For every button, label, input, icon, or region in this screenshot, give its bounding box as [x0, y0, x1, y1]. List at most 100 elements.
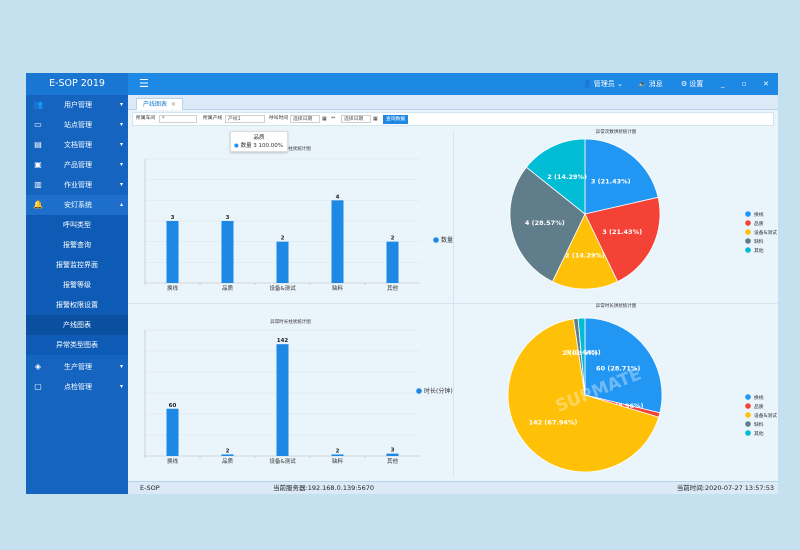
pie-slice-label: 2 (0.96%) — [608, 402, 643, 410]
legend-label: 数量 — [441, 236, 453, 244]
duration-bar-panel: 异常时长柱状统计图 60 换线 2 品质 142 设备&测试 2 缺料 3 其他 时长(分钟) — [128, 304, 453, 481]
sidebar-item-production[interactable]: ◈ 生产管理 ▾ — [26, 357, 128, 377]
status-bar: E-SOP 当前服务器:192.168.0.139:5670 当前时间:2020… — [128, 481, 778, 494]
workshop-select[interactable]: * — [159, 115, 197, 123]
tooltip-title: 品质 — [253, 135, 265, 141]
close-icon[interactable]: × — [171, 101, 177, 108]
bar-其他 — [386, 453, 399, 456]
legend-label: 换线 — [754, 394, 764, 401]
pie-slice-其他 — [525, 138, 586, 215]
footer-server: 当前服务器:192.168.0.139:5670 — [273, 484, 374, 492]
bar-其他 — [386, 241, 399, 283]
legend-dot-icon — [745, 403, 751, 409]
bar-value-label: 142 — [277, 338, 289, 344]
minimize-button[interactable]: _ — [721, 80, 725, 88]
legend-dot-icon — [745, 430, 751, 436]
settings-button[interactable]: ⚙ 设置 — [681, 73, 703, 95]
count-pie-title: 异常次数饼状统计图 — [595, 130, 637, 135]
checklist-icon: ▢ — [34, 382, 42, 391]
messages-label: 消息 — [648, 80, 663, 88]
bar-value-label: 3 — [391, 448, 395, 454]
footer-time: 当前时间:2020-07-27 13:57:53 — [676, 484, 774, 492]
close-button[interactable]: ✕ — [763, 80, 769, 88]
pie-slice-label: 3 (1.44%) — [565, 349, 600, 357]
legend-label: 品质 — [754, 220, 764, 227]
product-icon: ▣ — [34, 160, 42, 169]
sidebar-item-products[interactable]: ▣ 产品管理 ▾ — [26, 155, 128, 175]
sidebar-subitem-label: 报警查询 — [63, 241, 91, 249]
sidebar-subitem-alarm-monitor[interactable]: 报警监控界面 — [26, 255, 128, 275]
query-button[interactable]: 查询数据 — [383, 114, 409, 124]
legend-dot-icon — [745, 220, 751, 226]
legend-label: 缺料 — [754, 238, 764, 245]
end-date-input[interactable]: 选择日期 — [341, 115, 371, 123]
count-pie-chart: 3 (21.43%) 3 (21.43%) 2 (14.29%) 4 (28.57%)… — [509, 138, 777, 290]
legend-label: 缺料 — [754, 421, 764, 428]
sidebar-item-stations[interactable]: ▭ 站点管理 ▾ — [26, 115, 128, 135]
sidebar-subitem-label: 呼叫类型 — [63, 221, 91, 229]
maximize-button[interactable]: ▫ — [742, 80, 747, 88]
sidebar-subitem-exception-chart[interactable]: 异常类型图表 — [26, 335, 128, 355]
line-label: 所属产线 — [203, 116, 223, 121]
start-date-input[interactable]: 选择日期 — [290, 115, 320, 123]
legend-label: 设备&测试 — [754, 229, 777, 236]
filter-bar: 所属车间 * 所属产线 产线1 呼叫时间 选择日期 ▦ ↔ 选择日期 ▦ 查询数… — [132, 112, 774, 126]
app-window: E-SOP 2019 ☰ 👤 管理员 ⌄ 🔈 消息 ⚙ 设置 _ ▫ ✕ 👥 用户管理… — [26, 73, 778, 494]
bar-value-label: 2 — [226, 448, 230, 454]
pie-slice-label: 2 (14.29%) — [565, 251, 605, 259]
footer-app-name: E-SOP — [140, 484, 160, 492]
sidebar-subitem-alarm-query[interactable]: 报警查询 — [26, 235, 128, 255]
bar-设备&测试 — [276, 344, 289, 456]
sidebar-item-users[interactable]: 👥 用户管理 ▾ — [26, 95, 128, 115]
duration-bar-title: 异常时长柱状统计图 — [270, 320, 311, 325]
x-tick-label: 换线 — [167, 284, 179, 292]
chevron-down-icon: ▾ — [119, 101, 123, 108]
sidebar-subitem-call-type[interactable]: 呼叫类型 — [26, 215, 128, 235]
chevron-up-icon: ▴ — [119, 201, 123, 208]
sidebar-subitem-alarm-level[interactable]: 报警等级 — [26, 275, 128, 295]
sidebar-item-documents[interactable]: ▤ 文档管理 ▾ — [26, 135, 128, 155]
tooltip-value: 数量 3 100.00% — [240, 143, 284, 149]
tab-line-chart[interactable]: 产线图表 × — [136, 98, 184, 110]
call-time-label: 呼叫时间 — [269, 116, 289, 121]
tooltip-dot-icon: ● — [234, 143, 239, 149]
x-tick-label: 换线 — [167, 457, 179, 465]
legend-dot-icon — [433, 237, 439, 243]
bar-value-label: 2 — [391, 236, 395, 242]
sidebar-subitem-label: 产线图表 — [63, 321, 91, 329]
sidebar-item-andon[interactable]: 🔔 安灯系统 ▴ — [26, 195, 128, 215]
user-menu[interactable]: 👤 管理员 ⌄ — [583, 73, 623, 95]
sidebar-item-inspection[interactable]: ▢ 点检管理 ▾ — [26, 377, 128, 397]
sidebar-subitem-alarm-permission[interactable]: 报警权限设置 — [26, 295, 128, 315]
chart-tooltip: 品质 ● 数量 3 100.00% — [230, 131, 288, 152]
sidebar-item-tasks[interactable]: ▥ 作业管理 ▾ — [26, 175, 128, 195]
sidebar-subitem-label: 报警权限设置 — [56, 301, 98, 309]
calendar-icon[interactable]: ▦ — [373, 116, 378, 122]
document-icon: ▤ — [34, 140, 42, 149]
divider-vertical — [453, 130, 454, 478]
gear-icon: ⚙ — [681, 80, 688, 88]
speaker-icon: 🔈 — [638, 80, 647, 88]
hamburger-icon[interactable]: ☰ — [139, 77, 149, 90]
main-content: 产线图表 × 所属车间 * 所属产线 产线1 呼叫时间 选择日期 ▦ ↔ 选择日期… — [128, 95, 778, 481]
messages-button[interactable]: 🔈 消息 — [638, 73, 663, 95]
line-select[interactable]: 产线1 — [225, 115, 265, 123]
x-tick-label: 缺料 — [332, 457, 344, 465]
legend-label: 时长(分钟) — [424, 387, 453, 395]
pie-slice-品质 — [584, 196, 661, 283]
count-bar-panel: 异常次数柱状统计图 3 换线 3 品质 2 设备&测试 4 缺料 2 其他 数量 品质 ● 数量 3… — [128, 130, 453, 303]
sidebar-subitem-line-chart[interactable]: 产线图表 — [26, 315, 128, 335]
pie-slice-label: 142 (67.94%) — [529, 419, 578, 427]
legend-dot-icon — [745, 394, 751, 400]
chevron-down-icon: ▾ — [119, 181, 123, 188]
footer-sidebar — [26, 481, 128, 494]
pie-slice-label: 3 (21.43%) — [602, 228, 642, 236]
bar-value-label: 2 — [336, 448, 340, 454]
x-tick-label: 缺料 — [332, 284, 344, 292]
calendar-icon[interactable]: ▦ — [322, 116, 327, 122]
chevron-down-icon: ▾ — [119, 141, 123, 148]
x-tick-label: 设备&测试 — [269, 284, 296, 292]
sidebar-item-label: 生产管理 — [64, 363, 92, 371]
pie-slice-设备&测试 — [507, 318, 660, 473]
users-icon: 👥 — [33, 100, 43, 109]
